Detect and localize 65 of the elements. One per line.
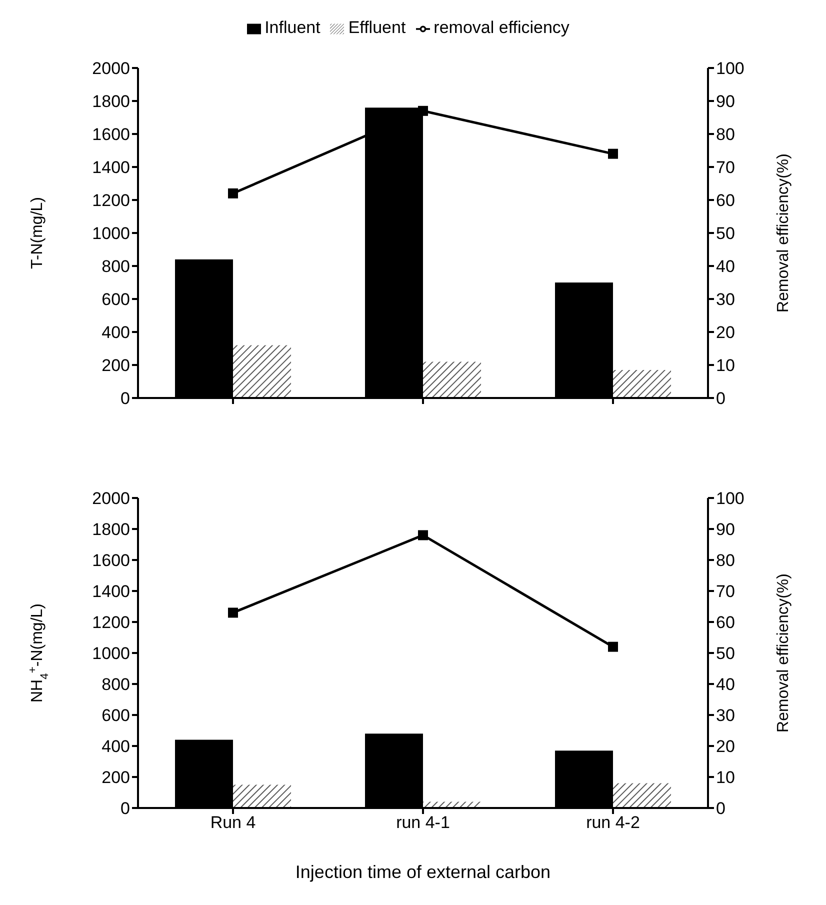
- y2-tick-label: 80: [716, 551, 735, 570]
- y-tick-label: 1200: [92, 613, 130, 632]
- y-tick-label: 1800: [92, 92, 130, 112]
- y2-tick-label: 100: [716, 489, 744, 508]
- y2-tick-label: 20: [716, 737, 735, 756]
- y2-tick-label: 40: [716, 257, 735, 276]
- y-tick-label: 2000: [92, 59, 130, 78]
- point: [228, 188, 238, 198]
- bar: [613, 370, 671, 398]
- y2-axis-title: Removal efficiency(%): [775, 154, 792, 312]
- y2-tick-label: 100: [716, 59, 744, 78]
- y2-axis-title: Removal efficiency(%): [775, 574, 792, 732]
- bar: [233, 345, 291, 398]
- y2-tick-label: 20: [716, 323, 735, 342]
- y2-tick-label: 0: [716, 799, 726, 818]
- legend-label: Effluent: [348, 18, 406, 37]
- y-tick-label: 1600: [92, 125, 130, 144]
- y2-tick-label: 50: [716, 224, 735, 244]
- point: [608, 148, 618, 159]
- legend-label: removal efficiency: [434, 18, 570, 37]
- x-axis-title: Injection time of external carbon: [295, 862, 551, 882]
- y-tick-label: 0: [120, 389, 130, 408]
- y-tick-label: 2000: [92, 489, 130, 508]
- y-tick-label: 800: [102, 257, 130, 276]
- bar: [423, 362, 481, 398]
- y-tick-label: 1600: [92, 551, 130, 570]
- y2-tick-label: 80: [716, 125, 735, 144]
- y-tick-label: 600: [102, 290, 130, 310]
- legend-label: Influent: [264, 18, 320, 37]
- y2-tick-label: 30: [716, 290, 735, 310]
- y2-tick-label: 60: [716, 191, 735, 210]
- point: [418, 530, 428, 540]
- y2-tick-label: 90: [716, 92, 735, 112]
- y2-tick-label: 90: [716, 520, 735, 540]
- point: [228, 608, 238, 618]
- y-tick-label: 1000: [92, 644, 130, 664]
- y2-tick-label: 70: [716, 582, 735, 602]
- y-tick-label: 1200: [92, 191, 130, 210]
- y-tick-label: 1800: [92, 520, 130, 540]
- y-tick-label: 200: [102, 768, 130, 788]
- y-tick-label: 200: [102, 356, 130, 376]
- y2-tick-label: 40: [716, 675, 735, 694]
- bar: [233, 784, 291, 808]
- y2-tick-label: 10: [716, 356, 735, 376]
- y-tick-label: 1000: [92, 224, 130, 244]
- x-tick-label: run 4-2: [586, 813, 640, 832]
- y2-tick-label: 50: [716, 644, 735, 664]
- y-tick-label: 600: [102, 706, 130, 726]
- point: [608, 642, 618, 652]
- y-tick-label: 0: [120, 799, 130, 818]
- y-axis-title: T-N(mg/L): [29, 197, 46, 269]
- bar: [613, 783, 671, 808]
- y-tick-label: 1400: [92, 582, 130, 602]
- y-tick-label: 400: [102, 323, 130, 342]
- y2-tick-label: 30: [716, 706, 735, 726]
- y2-tick-label: 60: [716, 613, 735, 632]
- y-tick-label: 800: [102, 675, 130, 694]
- y2-tick-label: 10: [716, 768, 735, 788]
- y-tick-label: 400: [102, 737, 130, 756]
- y-tick-label: 1400: [92, 158, 130, 178]
- x-tick-label: run 4-1: [396, 813, 450, 832]
- x-tick-label: Run 4: [210, 813, 256, 832]
- y2-tick-label: 70: [716, 158, 735, 178]
- y2-tick-label: 0: [716, 389, 726, 408]
- point: [418, 106, 428, 116]
